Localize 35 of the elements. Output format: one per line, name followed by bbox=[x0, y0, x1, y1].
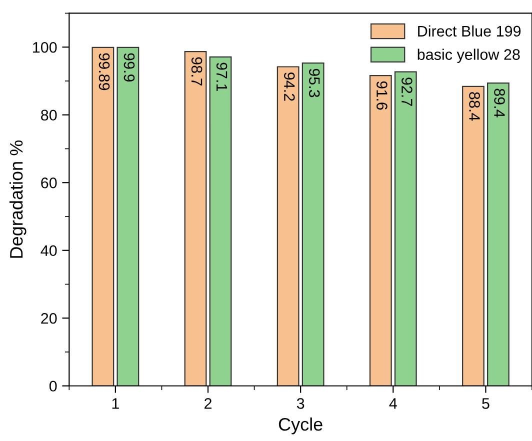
y-axis-title: Degradation % bbox=[9, 140, 26, 258]
bar bbox=[462, 86, 484, 386]
y-tick-label: 20 bbox=[41, 312, 57, 324]
y-tick-label: 40 bbox=[40, 245, 57, 256]
legend-label: Direct Blue 199 bbox=[418, 25, 521, 37]
x-tick-label: 3 bbox=[296, 398, 304, 409]
bar bbox=[276, 66, 300, 386]
y-tick-label: 60 bbox=[41, 177, 57, 188]
bar bbox=[92, 46, 114, 386]
data-label: 94.2 bbox=[284, 72, 295, 101]
bar bbox=[116, 46, 140, 386]
x-tick-label: 4 bbox=[389, 398, 397, 409]
legend-label: basic yellow 28 bbox=[418, 48, 520, 63]
x-tick-label: 2 bbox=[204, 398, 212, 409]
data-label: 98.7 bbox=[191, 57, 202, 86]
bar bbox=[394, 71, 417, 386]
data-label: 99.9 bbox=[124, 53, 135, 82]
data-label: 91.6 bbox=[376, 81, 388, 110]
y-tick-label: 100 bbox=[33, 42, 57, 53]
x-axis-title: Cycle bbox=[278, 417, 322, 434]
data-label: 95.3 bbox=[308, 68, 320, 98]
bar bbox=[209, 56, 232, 386]
data-label: 92.7 bbox=[402, 78, 412, 106]
bar bbox=[184, 50, 207, 386]
y-tick-label: 80 bbox=[41, 110, 57, 121]
data-label: 97.1 bbox=[216, 62, 228, 91]
bar bbox=[302, 62, 324, 386]
data-label: 88.4 bbox=[469, 92, 480, 121]
x-tick-label: 5 bbox=[482, 398, 490, 409]
y-tick-label: 0 bbox=[49, 380, 57, 392]
data-label: 89.4 bbox=[494, 88, 505, 118]
x-tick-label: 1 bbox=[112, 398, 119, 409]
bar bbox=[487, 82, 510, 386]
bar bbox=[369, 75, 392, 386]
data-label: 99.89 bbox=[98, 53, 110, 90]
